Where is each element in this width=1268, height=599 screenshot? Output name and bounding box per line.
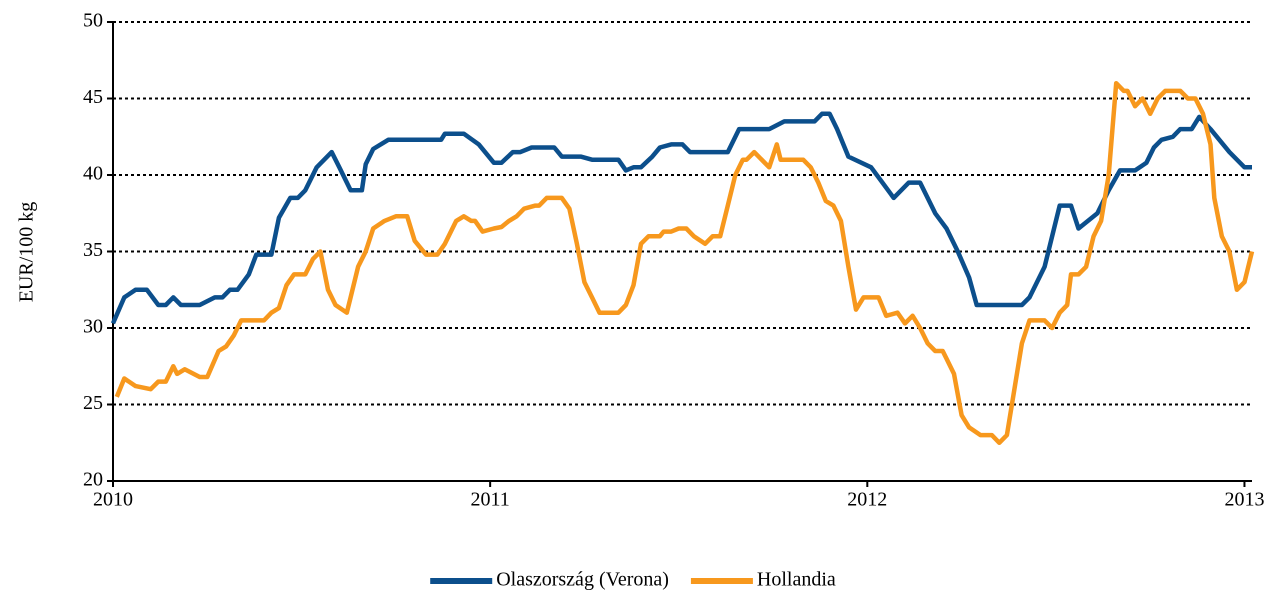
x-tick-label: 2013 [1224,489,1264,511]
y-tick-label: 20 [83,469,103,491]
y-tick-label: 25 [83,392,103,414]
y-axis-label: EUR/100 kg [16,202,38,303]
series-line [110,111,1252,325]
y-tick-label: 35 [83,239,103,261]
x-tick-label: 2011 [471,489,510,511]
y-tick-label: 40 [83,163,103,185]
x-tick-label: 2012 [847,489,887,511]
x-tick-label: 2010 [93,489,133,511]
y-tick-label: 45 [83,86,103,108]
legend-label: Olaszország (Verona) [496,569,669,591]
y-tick-label: 30 [83,316,103,338]
series-line [114,80,1255,446]
legend-label: Hollandia [757,569,836,591]
y-tick-label: 50 [83,10,103,32]
